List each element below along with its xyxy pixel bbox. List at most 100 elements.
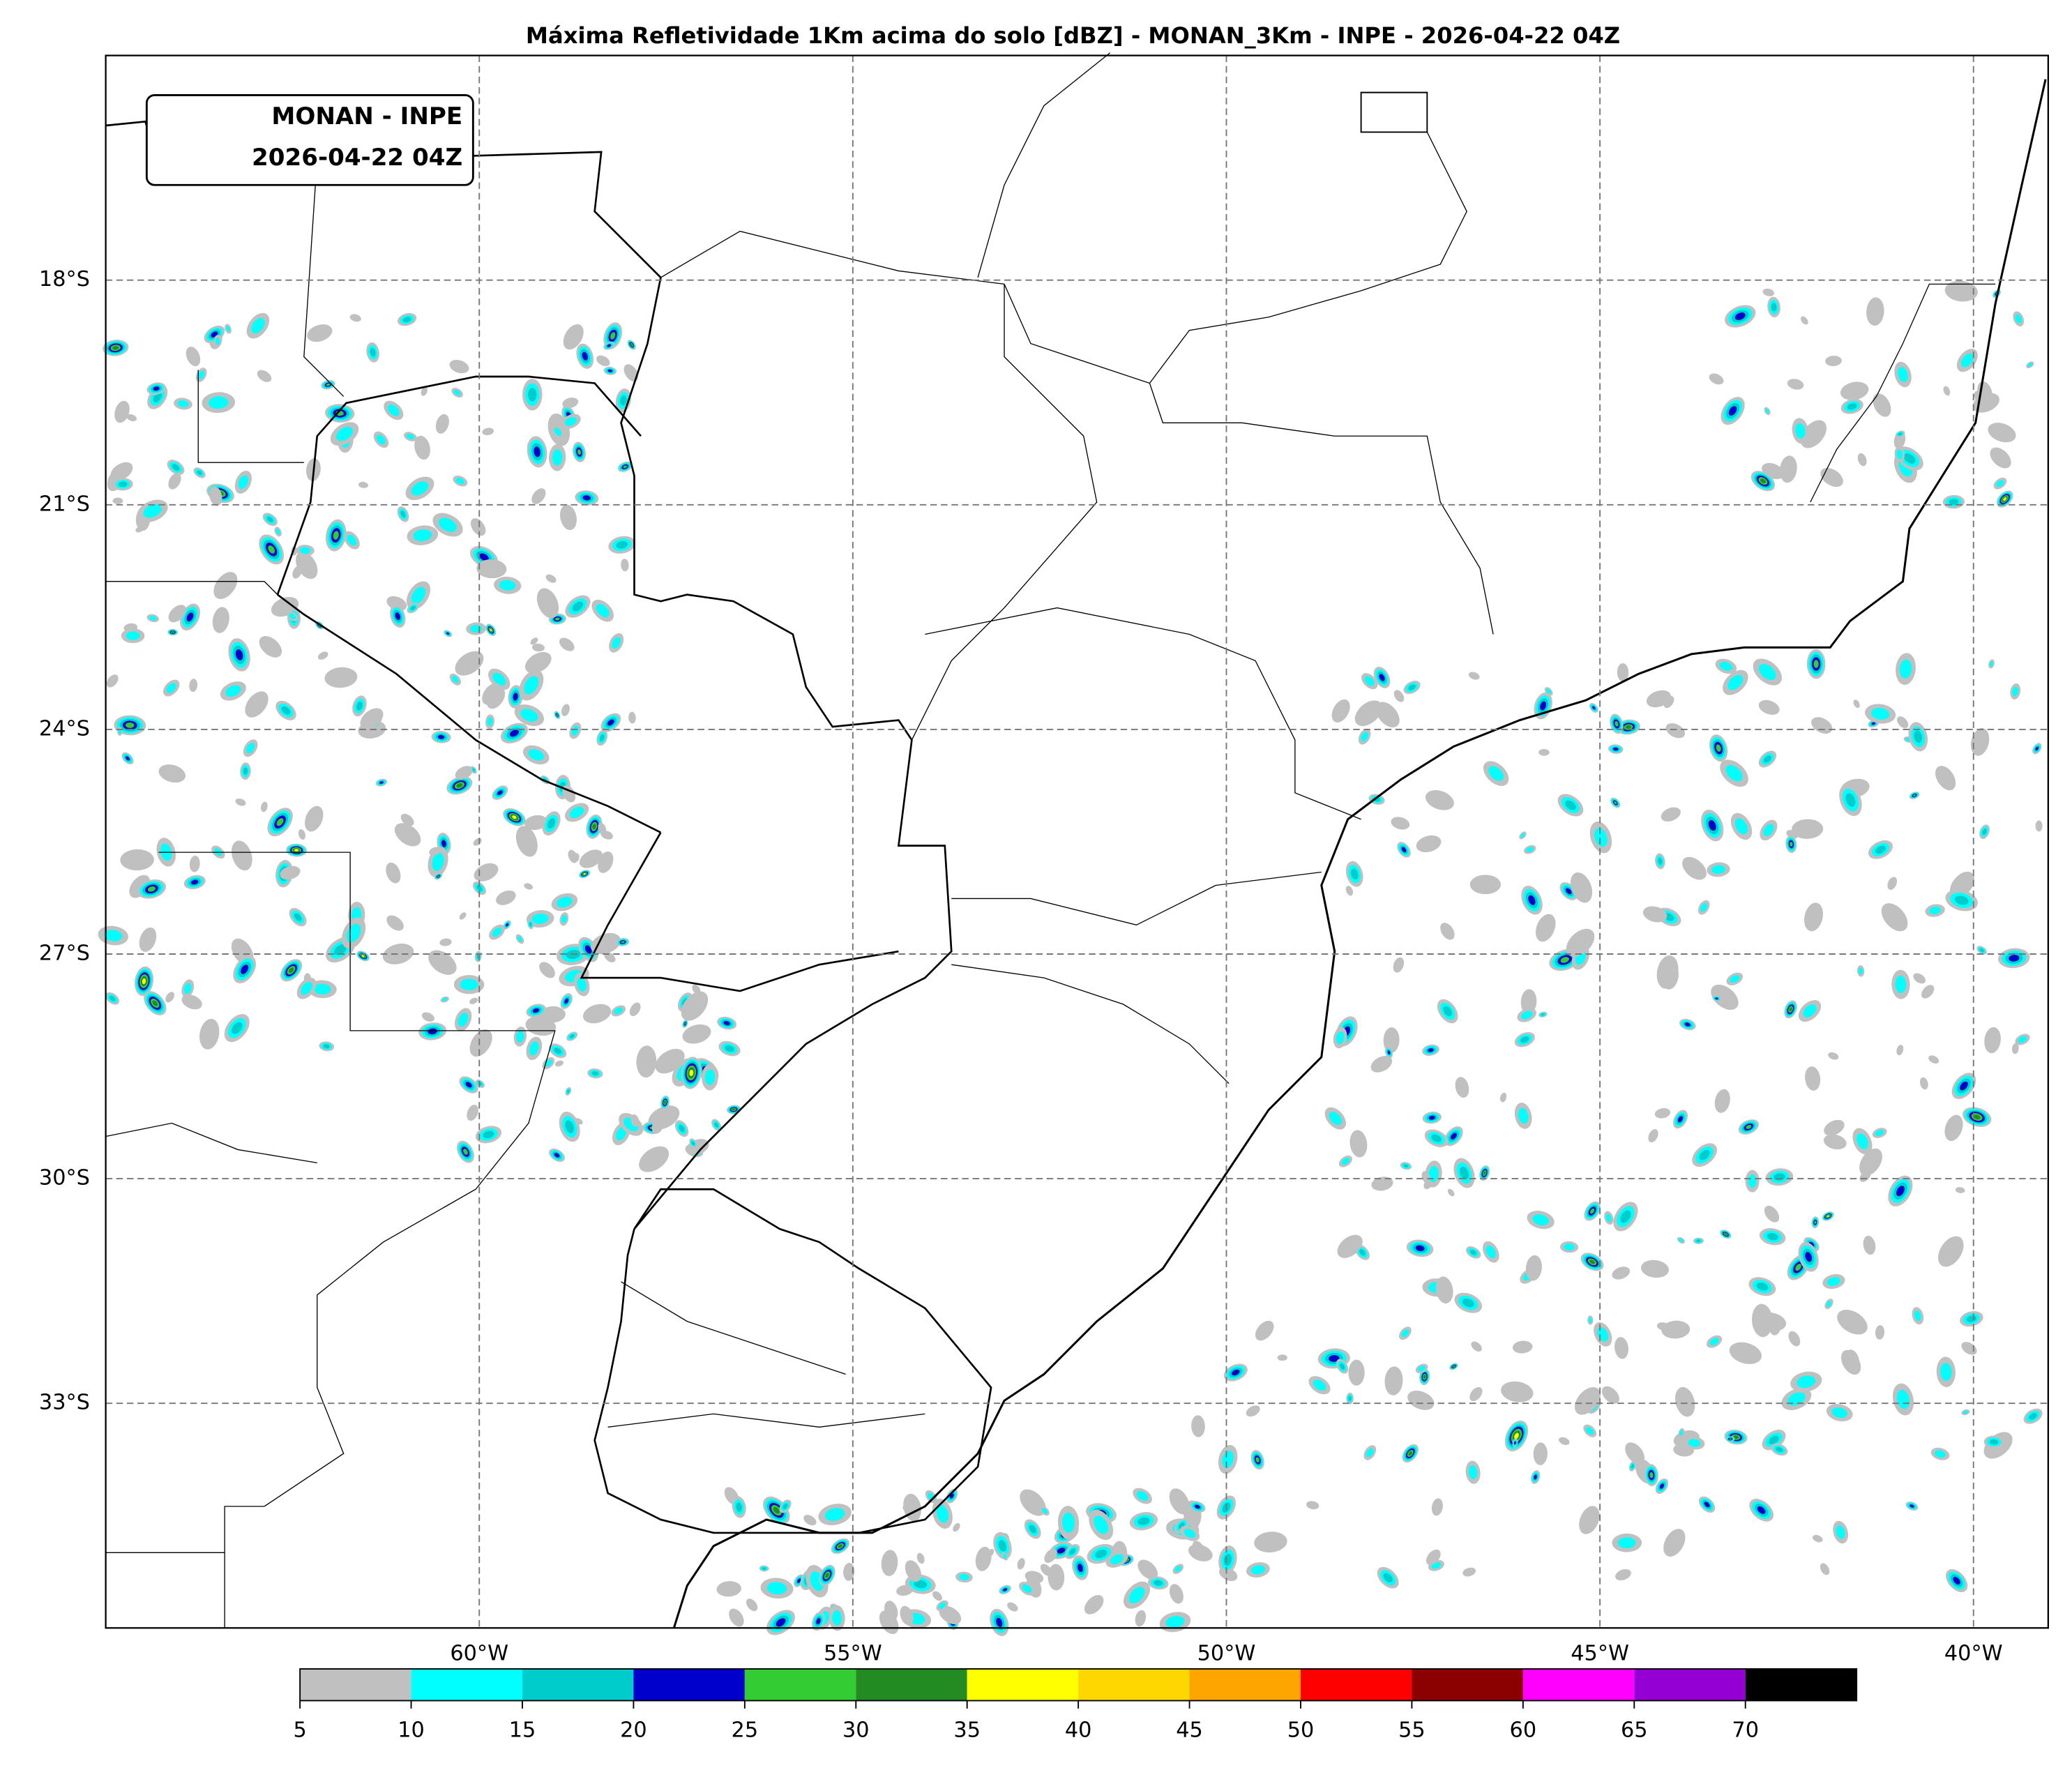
echo (723, 1021, 730, 1026)
echo (1989, 1439, 1999, 1445)
echo (1973, 1114, 1981, 1119)
echo (171, 631, 174, 633)
echo (347, 534, 357, 546)
echo (1512, 1340, 1533, 1354)
echo (1663, 1529, 1686, 1557)
echo (487, 717, 493, 727)
echo (1165, 1616, 1185, 1628)
echo (119, 481, 128, 487)
echo (532, 1008, 540, 1013)
echo (1989, 660, 1994, 667)
echo (238, 475, 249, 490)
plot-frame (105, 54, 2050, 1629)
echo (183, 983, 192, 994)
echo (592, 824, 596, 830)
echo (1169, 1488, 1190, 1515)
echo (1984, 1027, 2001, 1054)
echo (143, 504, 162, 518)
echo (1913, 973, 1926, 984)
echo (1379, 674, 1385, 681)
echo (439, 517, 457, 532)
echo (725, 1045, 734, 1052)
echo (1625, 725, 1631, 729)
echo (614, 1007, 623, 1015)
echo (1797, 1375, 1816, 1389)
echo (1716, 744, 1721, 752)
echo (1169, 1584, 1184, 1604)
echo (896, 1584, 914, 1596)
echo (599, 734, 605, 741)
echo (1979, 948, 1984, 953)
echo (1954, 895, 1969, 905)
echo (1534, 1474, 1537, 1480)
echo (482, 683, 501, 705)
echo (2027, 363, 2033, 368)
echo (554, 1060, 564, 1067)
echo (1306, 1501, 1319, 1510)
echo (1255, 1457, 1260, 1463)
echo (1614, 801, 1617, 805)
echo (556, 713, 559, 716)
echo (515, 826, 538, 857)
echo (1348, 1395, 1352, 1401)
echo (797, 1578, 801, 1583)
colorbar-segment (1634, 1669, 1746, 1701)
echo (545, 574, 557, 583)
echo (1135, 1610, 1147, 1627)
echo (1002, 1554, 1007, 1559)
echo (684, 1022, 686, 1025)
echo (628, 711, 636, 724)
echo (1350, 868, 1359, 880)
echo (1559, 1437, 1570, 1445)
echo (1232, 1369, 1240, 1376)
echo (528, 749, 544, 761)
echo (1661, 807, 1681, 822)
echo (120, 849, 154, 871)
echo (629, 1002, 641, 1016)
echo (1940, 1363, 1952, 1382)
colorbar-segment (411, 1669, 522, 1701)
echo (382, 944, 414, 965)
echo (1069, 1548, 1076, 1555)
echo (387, 404, 400, 416)
echo (1520, 833, 1525, 838)
echo (517, 936, 522, 942)
echo (442, 997, 448, 1001)
echo (209, 486, 222, 506)
echo (411, 481, 429, 496)
echo (251, 318, 265, 334)
echo (437, 875, 440, 877)
echo (1711, 865, 1726, 875)
colorbar-tick-label: 45 (1176, 1718, 1203, 1743)
borders (105, 52, 2047, 1628)
echo (476, 559, 507, 579)
echo (1077, 1564, 1083, 1572)
echo (554, 1047, 562, 1054)
echo (1250, 1565, 1266, 1575)
echo (1348, 1359, 1365, 1386)
echo (1007, 1602, 1018, 1612)
echo (1612, 1266, 1631, 1280)
echo (531, 488, 546, 504)
echo (1757, 1506, 1766, 1514)
echo (186, 612, 194, 622)
echo (1617, 1537, 1636, 1549)
echo (1837, 1310, 1868, 1335)
echo (301, 981, 312, 995)
echo (1471, 1341, 1482, 1352)
echo (569, 806, 584, 819)
echo (1679, 1430, 1684, 1436)
echo (1988, 423, 2016, 443)
echo (1110, 1554, 1124, 1565)
echo (1863, 1235, 1876, 1255)
echo (607, 719, 614, 726)
echo (1828, 1052, 1839, 1060)
echo (1827, 1215, 1829, 1218)
echo (1928, 1055, 1939, 1064)
echo (2029, 1412, 2037, 1420)
colorbar-segment (1300, 1669, 1412, 1701)
echo (773, 1507, 780, 1514)
echo (1725, 765, 1743, 782)
echo (449, 359, 469, 374)
echo (532, 643, 545, 652)
